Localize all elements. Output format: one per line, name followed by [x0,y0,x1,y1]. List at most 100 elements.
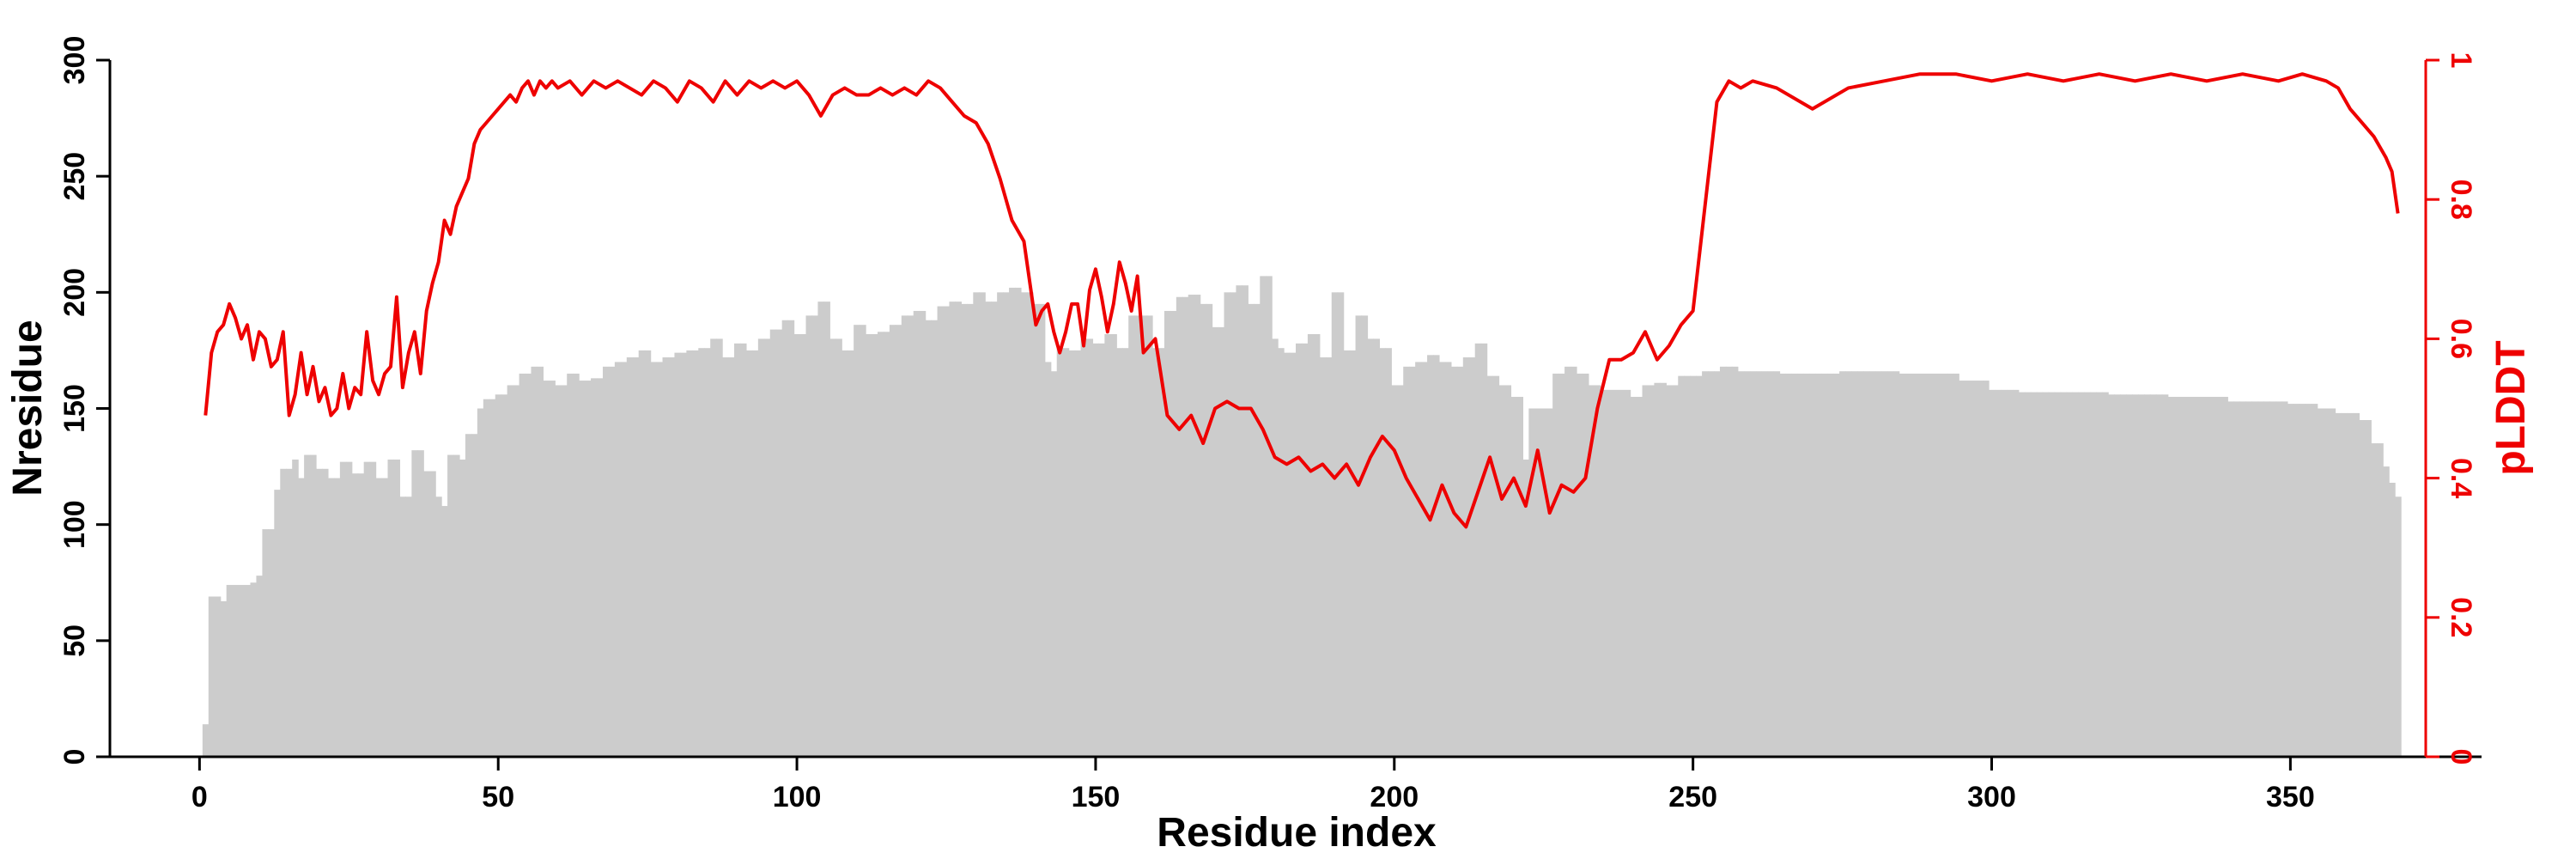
bar [961,303,968,758]
bar [351,473,359,757]
bar [1397,385,1404,757]
bar [1444,362,1452,757]
bar [848,350,854,757]
bar [2090,392,2097,757]
bar [1044,362,1052,757]
bar [2269,401,2276,757]
bar [710,338,717,757]
bar [471,434,478,757]
bar [1200,303,1207,758]
bar [1791,373,1799,757]
bar [1540,408,1547,757]
x-tick-label: 350 [2266,781,2315,813]
x-axis-title: Residue index [1157,810,1437,856]
y2-tick-label: 0.2 [2445,597,2477,637]
bar [1307,333,1315,757]
bar [1642,385,1649,757]
bar [1862,371,1870,757]
bar [2024,392,2032,757]
bar [1874,371,1882,757]
bar [1003,292,1010,758]
bar [2173,396,2181,757]
bar [1343,350,1351,757]
bar [1009,287,1016,757]
bar [1157,348,1165,757]
bar [1337,292,1345,758]
bar [1194,295,1201,757]
bar [1319,357,1327,757]
bar [2012,389,2020,757]
bar [1941,373,1947,757]
bar [1845,371,1852,757]
bar [1456,366,1464,757]
bar [2072,392,2079,757]
bar [1236,285,1242,758]
bar [2137,394,2145,757]
bar [781,320,789,757]
bar [573,373,580,757]
bar [1480,343,1488,757]
bar [1349,350,1357,757]
bar [2114,394,2121,757]
bar [1959,381,1965,757]
bar [854,325,860,757]
bar [632,357,640,757]
bar [268,529,275,757]
bar [614,362,622,757]
bar [1905,373,1912,757]
bar [1272,338,1279,757]
bar [626,357,634,757]
bar [1564,366,1571,757]
bar [817,302,824,757]
bar [1868,371,1876,757]
bar [2371,443,2378,757]
bar [1809,373,1816,757]
bar [686,350,693,757]
bar [1409,366,1416,757]
bar [1146,315,1153,757]
bar [2096,392,2103,757]
y2-tick-label: 1 [2445,52,2477,69]
bar [1278,348,1285,757]
bar [1737,371,1745,757]
bar [2389,483,2396,757]
bar [1074,350,1082,757]
bar [1385,348,1392,757]
bar [220,600,228,757]
bar [1618,389,1625,757]
bar [860,325,866,757]
bar [775,329,783,757]
bar [2377,443,2384,757]
bar [829,338,836,757]
bar [2191,396,2199,757]
y2-axis-title: pLDDT [2488,340,2534,475]
bar [2161,394,2169,757]
x-tick-label: 0 [191,781,208,813]
bar [1284,352,1291,757]
bar [1433,355,1440,757]
bar [1182,296,1189,757]
bar [1785,373,1793,757]
bar [668,357,676,757]
bar [1714,371,1721,757]
bar [1684,375,1691,757]
bar [477,408,484,757]
bar [1833,373,1840,757]
x-tick-label: 250 [1668,781,1717,813]
bar [1558,373,1565,757]
y-tick-label: 100 [58,500,91,549]
bar [2335,412,2342,757]
bar [1313,333,1321,757]
bar [656,362,664,757]
bar [561,385,568,757]
bar [1594,385,1601,757]
bar [567,373,574,757]
bar [2132,394,2139,757]
bar [734,343,741,757]
bar [321,468,329,757]
bar [1170,310,1177,758]
bar [543,381,550,757]
bar [1361,315,1369,757]
bar [1188,295,1195,757]
